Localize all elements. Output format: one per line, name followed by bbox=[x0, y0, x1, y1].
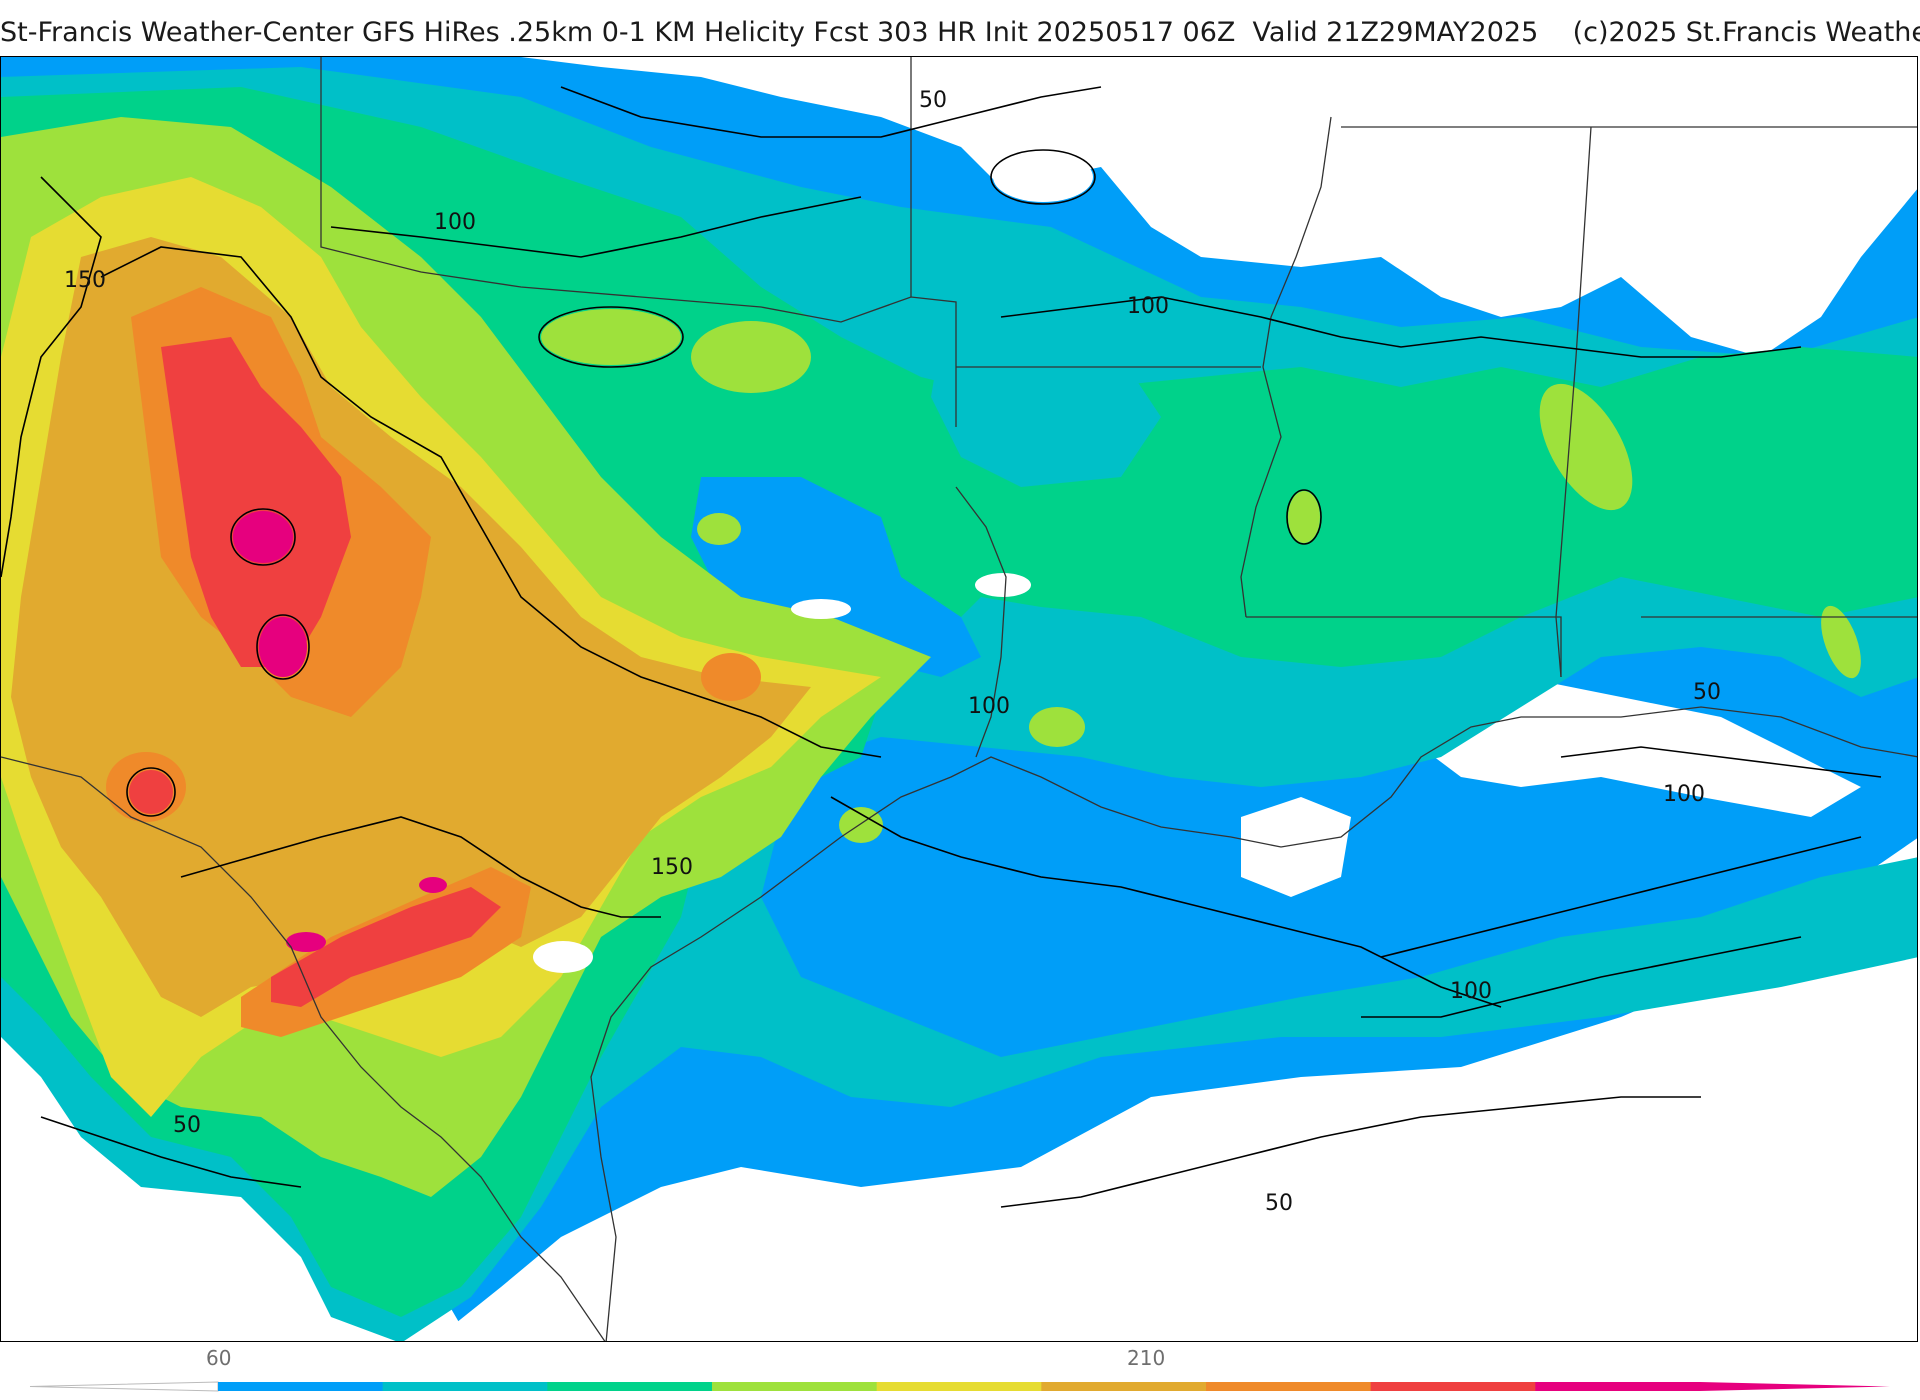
helicity-peak-magenta bbox=[419, 877, 447, 893]
contour-labels: 50 100 150 100 150 100 100 50 100 100 50… bbox=[64, 88, 1721, 1216]
contour-50-east bbox=[1560, 746, 1882, 778]
helicity-peak-magenta bbox=[286, 932, 326, 952]
contour-100-central bbox=[1000, 296, 1802, 358]
contour-100-southeast bbox=[1361, 936, 1802, 1018]
helicity-patch-lime bbox=[541, 309, 681, 365]
contour-label: 50 bbox=[1693, 680, 1721, 705]
contour-label: 50 bbox=[173, 1113, 201, 1138]
colorbar-swatch bbox=[876, 1382, 1042, 1391]
contour-label: 100 bbox=[434, 210, 476, 235]
no-data-island bbox=[993, 152, 1093, 202]
helicity-patch-lime bbox=[1821, 605, 1861, 679]
state-border-tx-ok bbox=[320, 57, 957, 427]
colorbar-swatch bbox=[1206, 1382, 1372, 1391]
no-data-island bbox=[533, 941, 593, 973]
contour-50-gulf bbox=[1000, 1096, 1701, 1208]
helicity-patch-lime bbox=[403, 1125, 459, 1169]
contour-label: 50 bbox=[919, 88, 947, 113]
helicity-patch-lime bbox=[1288, 491, 1320, 543]
colorbar-left-arrow bbox=[29, 1381, 219, 1392]
colorbar-swatch bbox=[218, 1382, 384, 1391]
contour-label: 100 bbox=[1663, 782, 1705, 807]
helicity-band-red bbox=[271, 887, 501, 1007]
colorbar-swatch bbox=[547, 1382, 713, 1391]
contour-closed bbox=[990, 149, 1096, 205]
colorbar-swatch bbox=[712, 1382, 878, 1391]
boundaries bbox=[1, 57, 1917, 1341]
helicity-patch-orange bbox=[701, 653, 761, 701]
helicity-patch-lime bbox=[691, 321, 811, 393]
colorbar-swatch bbox=[382, 1382, 548, 1391]
no-data-north bbox=[521, 57, 1917, 357]
helicity-band-red bbox=[161, 337, 351, 667]
colorbar-tick-label: 210 bbox=[1127, 1346, 1166, 1370]
helicity-patch-lime bbox=[1539, 383, 1633, 511]
contour-label: 100 bbox=[1127, 294, 1169, 319]
helicity-patch-lime bbox=[1029, 707, 1085, 747]
contour-closed bbox=[126, 767, 176, 817]
contour-label: 100 bbox=[968, 694, 1010, 719]
gulf-coastline bbox=[840, 706, 1917, 848]
contour-150-west bbox=[1, 176, 102, 578]
colorbar-tick-label: 60 bbox=[206, 1346, 232, 1370]
contour-50-southwest bbox=[40, 1116, 302, 1188]
state-border-tx-la bbox=[955, 486, 1007, 758]
helicity-patch-red bbox=[129, 770, 173, 814]
map-title: St-Francis Weather-Center GFS HiRes .25k… bbox=[0, 17, 1920, 48]
contour-closed bbox=[230, 508, 296, 566]
contour-label: 150 bbox=[651, 855, 693, 880]
no-data-delta bbox=[1241, 797, 1351, 897]
colorbar-swatch bbox=[1535, 1382, 1701, 1391]
contour-closed bbox=[1286, 489, 1322, 545]
contour-100-north bbox=[330, 196, 862, 258]
contour-label: 50 bbox=[1265, 1191, 1293, 1216]
contour-label: 100 bbox=[1450, 979, 1492, 1004]
colorbar-right-arrow bbox=[1700, 1382, 1890, 1391]
contour-50-north bbox=[560, 86, 1102, 138]
helicity-patch-lime bbox=[697, 513, 741, 545]
contour-closed bbox=[256, 614, 310, 680]
texas-coastline bbox=[590, 836, 842, 1341]
contour-150-south bbox=[180, 816, 661, 918]
helicity-patch-lime bbox=[839, 807, 883, 843]
rio-grande bbox=[1, 756, 606, 1341]
helicity-band-blue-lobe bbox=[691, 477, 981, 677]
mississippi-river bbox=[1240, 116, 1332, 618]
helicity-peak-magenta bbox=[233, 511, 293, 563]
no-data-island bbox=[975, 573, 1031, 597]
contour-100-south bbox=[830, 796, 1502, 1008]
helicity-peak-magenta bbox=[259, 617, 307, 677]
colorbar-swatch bbox=[1041, 1382, 1207, 1391]
helicity-map: 50 100 150 100 150 100 100 50 100 100 50… bbox=[0, 56, 1918, 1342]
contour-closed bbox=[538, 306, 684, 368]
helicity-contours bbox=[1, 86, 1882, 1208]
colorbar-swatches bbox=[29, 1381, 1890, 1392]
contour-label: 150 bbox=[64, 268, 106, 293]
contour-inner-150 bbox=[100, 246, 882, 758]
colorbar: 60 210 bbox=[0, 1342, 1920, 1400]
no-data-island bbox=[791, 599, 851, 619]
state-border-ms-al bbox=[1555, 126, 1592, 678]
state-border-la-ms bbox=[1246, 616, 1562, 677]
contour-100-east bbox=[1380, 836, 1862, 958]
colorbar-swatch bbox=[1370, 1382, 1536, 1391]
